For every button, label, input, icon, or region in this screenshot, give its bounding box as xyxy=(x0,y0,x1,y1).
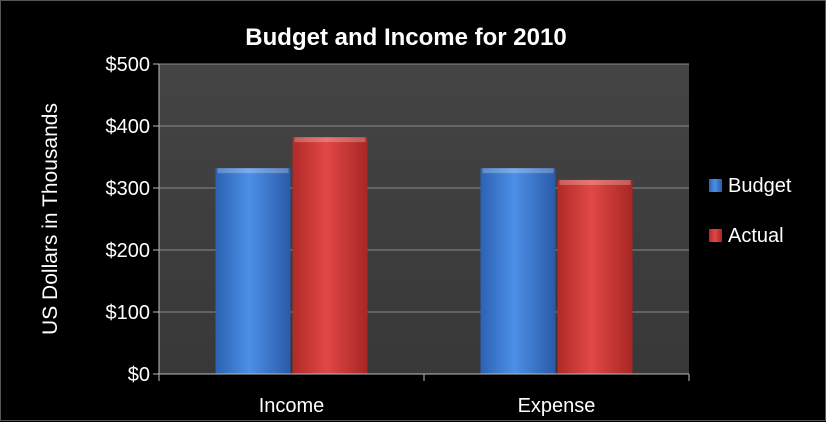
legend-swatch-actual xyxy=(709,229,722,242)
y-axis-ticks: $0 $100 $200 $300 $400 $500 xyxy=(106,54,159,386)
y-tick-label: $500 xyxy=(106,54,151,76)
bar-budget-expense xyxy=(480,168,556,374)
y-tick-label: $300 xyxy=(106,178,151,200)
bars xyxy=(215,137,633,374)
x-axis xyxy=(158,64,690,381)
legend-label-actual: Actual xyxy=(728,225,784,247)
y-axis-label: US Dollars in Thousands xyxy=(39,103,62,335)
y-tick-label: $400 xyxy=(106,116,151,138)
legend-label-budget: Budget xyxy=(728,175,792,197)
x-category-label: Income xyxy=(259,395,325,417)
bar-actual-income xyxy=(292,137,368,374)
legend: Budget Actual xyxy=(709,175,792,247)
y-tick-label: $200 xyxy=(106,240,151,262)
y-tick-label: $100 xyxy=(106,302,151,324)
category-labels: Income Expense xyxy=(259,395,596,417)
legend-swatch-budget xyxy=(709,179,722,192)
bar-highlight xyxy=(482,168,554,174)
bar-highlight xyxy=(217,168,289,174)
chart-title: Budget and Income for 2010 xyxy=(245,24,566,51)
bar-highlight xyxy=(294,137,366,143)
bar-budget-income xyxy=(215,168,291,374)
bar-actual-expense xyxy=(557,179,633,374)
bar-highlight xyxy=(559,179,631,185)
x-category-label: Expense xyxy=(518,395,596,417)
y-tick-label: $0 xyxy=(128,364,150,386)
